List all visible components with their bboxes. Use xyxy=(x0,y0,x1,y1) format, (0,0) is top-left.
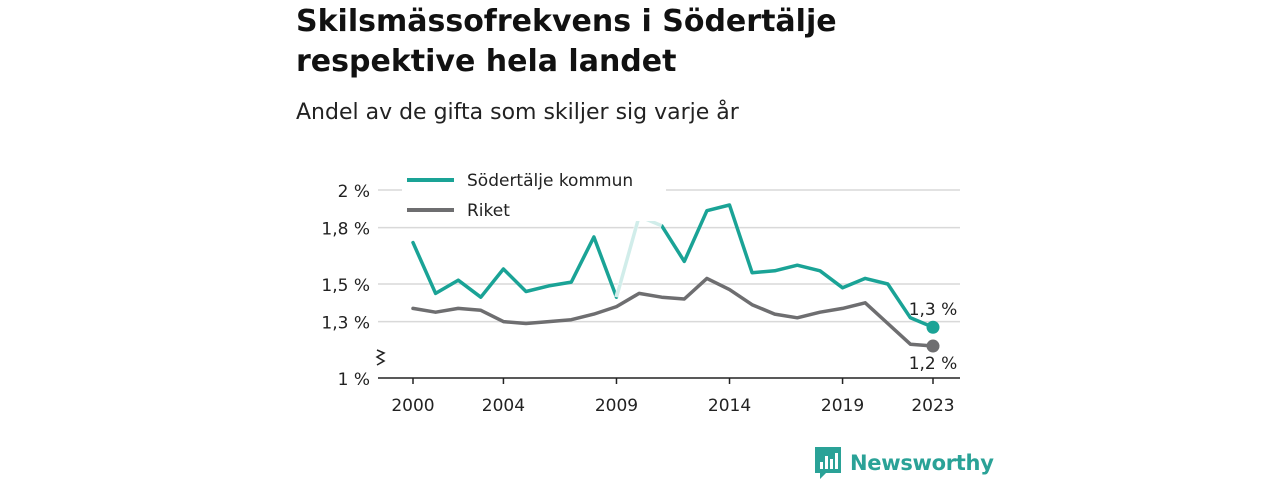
y-tick-label-3: 1,8 % xyxy=(321,220,370,240)
chart-title: Skilsmässofrekvens i Södertälje respekti… xyxy=(296,2,996,82)
end-label-riket: 1,2 % xyxy=(909,354,958,374)
series-end-point-1 xyxy=(926,339,940,353)
x-tick-label-1: 2004 xyxy=(482,396,525,416)
axis-break-mark xyxy=(375,349,386,366)
chart-title-line-1: Skilsmässofrekvens i Södertälje xyxy=(296,4,837,39)
x-tick-label-4: 2019 xyxy=(821,396,864,416)
x-tick-label-3: 2014 xyxy=(708,396,751,416)
newsworthy-logo-text: Newsworthy xyxy=(850,451,994,475)
chart-title-line-2: respektive hela landet xyxy=(296,44,677,79)
newsworthy-logo: Newsworthy xyxy=(814,446,994,480)
series-end-point-0 xyxy=(926,320,940,334)
legend-label-0: Södertälje kommun xyxy=(467,171,633,191)
end-label-sodertalje: 1,3 % xyxy=(909,300,958,320)
series-line-0 xyxy=(411,203,935,329)
legend: Södertälje kommun Riket xyxy=(402,169,666,221)
legend-label-1: Riket xyxy=(467,201,510,221)
x-axis: 2000 2004 2009 2014 2019 2023 xyxy=(378,377,960,416)
x-tick-label-0: 2000 xyxy=(391,396,434,416)
y-tick-label-2: 1,5 % xyxy=(321,276,370,296)
legend-bg-0 xyxy=(402,169,666,191)
legend-bg-1 xyxy=(402,199,666,221)
series-line-1 xyxy=(411,276,935,348)
end-labels: 1,3 % 1,2 % xyxy=(909,300,958,374)
x-tick-label-2: 2009 xyxy=(595,396,638,416)
chart-subtitle: Andel av de gifta som skiljer sig varje … xyxy=(296,100,739,125)
y-tick-label-0: 1 % xyxy=(338,370,370,390)
series-uncertain-overlay-0 xyxy=(614,214,663,298)
y-tick-label-1: 1,3 % xyxy=(321,314,370,334)
y-axis: 1 % 1,3 % 1,5 % 1,8 % 2 % xyxy=(321,182,386,390)
x-tick-label-5: 2023 xyxy=(911,396,954,416)
y-tick-label-4: 2 % xyxy=(338,182,370,202)
newsworthy-logo-icon xyxy=(815,447,841,479)
